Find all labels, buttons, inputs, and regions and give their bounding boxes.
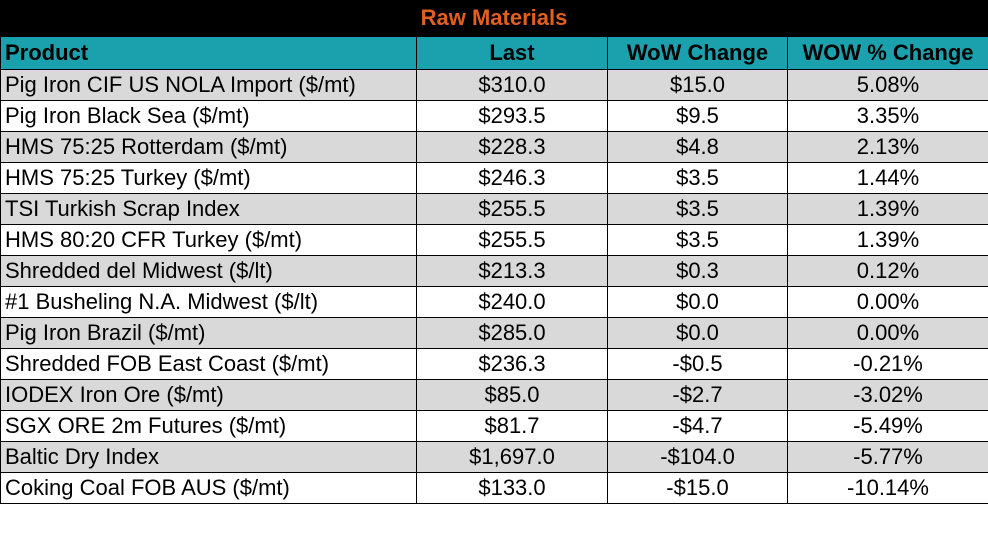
table-row: Pig Iron Black Sea ($/mt) $293.5 $9.5 3.35% bbox=[0, 100, 988, 132]
wow-change-cell: -$4.7 bbox=[607, 410, 788, 442]
table-row: Pig Iron CIF US NOLA Import ($/mt) $310.0… bbox=[0, 69, 988, 101]
wow-percent-cell: -5.77% bbox=[787, 441, 988, 473]
header-row: Product Last WoW Change WOW % Change bbox=[0, 36, 988, 70]
wow-change-cell: -$15.0 bbox=[607, 472, 788, 504]
wow-percent-cell: 0.12% bbox=[787, 255, 988, 287]
wow-percent-cell: 1.39% bbox=[787, 224, 988, 256]
product-cell: Pig Iron Brazil ($/mt) bbox=[0, 317, 417, 349]
table-row: IODEX Iron Ore ($/mt) $85.0 -$2.7 -3.02% bbox=[0, 379, 988, 411]
last-cell: $246.3 bbox=[416, 162, 608, 194]
wow-percent-cell: 5.08% bbox=[787, 69, 988, 101]
product-cell: IODEX Iron Ore ($/mt) bbox=[0, 379, 417, 411]
wow-change-cell: -$2.7 bbox=[607, 379, 788, 411]
product-cell: TSI Turkish Scrap Index bbox=[0, 193, 417, 225]
last-cell: $255.5 bbox=[416, 224, 608, 256]
wow-change-cell: $0.0 bbox=[607, 317, 788, 349]
product-cell: Shredded FOB East Coast ($/mt) bbox=[0, 348, 417, 380]
last-cell: $240.0 bbox=[416, 286, 608, 318]
last-cell: $255.5 bbox=[416, 193, 608, 225]
wow-percent-cell: 0.00% bbox=[787, 317, 988, 349]
table-row: TSI Turkish Scrap Index $255.5 $3.5 1.39% bbox=[0, 193, 988, 225]
column-header-product: Product bbox=[0, 36, 417, 70]
wow-percent-cell: 3.35% bbox=[787, 100, 988, 132]
wow-percent-cell: 2.13% bbox=[787, 131, 988, 163]
table-row: Shredded FOB East Coast ($/mt) $236.3 -$0.… bbox=[0, 348, 988, 380]
table-row: Baltic Dry Index $1,697.0 -$104.0 -5.77% bbox=[0, 441, 988, 473]
product-cell: Pig Iron CIF US NOLA Import ($/mt) bbox=[0, 69, 417, 101]
wow-change-cell: $3.5 bbox=[607, 193, 788, 225]
product-cell: #1 Busheling N.A. Midwest ($/lt) bbox=[0, 286, 417, 318]
wow-percent-cell: -0.21% bbox=[787, 348, 988, 380]
product-cell: Shredded del Midwest ($/lt) bbox=[0, 255, 417, 287]
last-cell: $81.7 bbox=[416, 410, 608, 442]
wow-percent-cell: -10.14% bbox=[787, 472, 988, 504]
last-cell: $133.0 bbox=[416, 472, 608, 504]
table-row: HMS 75:25 Rotterdam ($/mt) $228.3 $4.8 2.13… bbox=[0, 131, 988, 163]
last-cell: $293.5 bbox=[416, 100, 608, 132]
last-cell: $1,697.0 bbox=[416, 441, 608, 473]
wow-change-cell: $0.3 bbox=[607, 255, 788, 287]
wow-change-cell: $4.8 bbox=[607, 131, 788, 163]
table-row: SGX ORE 2m Futures ($/mt) $81.7 -$4.7 -5.49… bbox=[0, 410, 988, 442]
table-row: Coking Coal FOB AUS ($/mt) $133.0 -$15.0 -1… bbox=[0, 472, 988, 504]
product-cell: HMS 75:25 Rotterdam ($/mt) bbox=[0, 131, 417, 163]
wow-change-cell: -$104.0 bbox=[607, 441, 788, 473]
last-cell: $213.3 bbox=[416, 255, 608, 287]
table-row: Shredded del Midwest ($/lt) $213.3 $0.3 0.1… bbox=[0, 255, 988, 287]
last-cell: $236.3 bbox=[416, 348, 608, 380]
last-cell: $85.0 bbox=[416, 379, 608, 411]
product-cell: HMS 80:20 CFR Turkey ($/mt) bbox=[0, 224, 417, 256]
raw-materials-table: Product Last WoW Change WOW % Change Pig… bbox=[0, 36, 988, 504]
wow-percent-cell: 0.00% bbox=[787, 286, 988, 318]
wow-change-cell: $0.0 bbox=[607, 286, 788, 318]
wow-change-cell: $3.5 bbox=[607, 162, 788, 194]
product-cell: Coking Coal FOB AUS ($/mt) bbox=[0, 472, 417, 504]
last-cell: $310.0 bbox=[416, 69, 608, 101]
wow-percent-cell: -5.49% bbox=[787, 410, 988, 442]
table-body: Pig Iron CIF US NOLA Import ($/mt) $310.0… bbox=[0, 69, 988, 504]
table-row: #1 Busheling N.A. Midwest ($/lt) $240.0 $0… bbox=[0, 286, 988, 318]
wow-change-cell: $9.5 bbox=[607, 100, 788, 132]
wow-percent-cell: 1.44% bbox=[787, 162, 988, 194]
wow-percent-cell: -3.02% bbox=[787, 379, 988, 411]
product-cell: SGX ORE 2m Futures ($/mt) bbox=[0, 410, 417, 442]
column-header-last: Last bbox=[416, 36, 608, 70]
column-header-wow-change: WoW Change bbox=[607, 36, 788, 70]
product-cell: Pig Iron Black Sea ($/mt) bbox=[0, 100, 417, 132]
wow-percent-cell: 1.39% bbox=[787, 193, 988, 225]
product-cell: Baltic Dry Index bbox=[0, 441, 417, 473]
table-row: HMS 75:25 Turkey ($/mt) $246.3 $3.5 1.44% bbox=[0, 162, 988, 194]
last-cell: $285.0 bbox=[416, 317, 608, 349]
last-cell: $228.3 bbox=[416, 131, 608, 163]
column-header-wow-percent-change: WOW % Change bbox=[787, 36, 988, 70]
table-row: HMS 80:20 CFR Turkey ($/mt) $255.5 $3.5 1.3… bbox=[0, 224, 988, 256]
wow-change-cell: $3.5 bbox=[607, 224, 788, 256]
product-cell: HMS 75:25 Turkey ($/mt) bbox=[0, 162, 417, 194]
table-row: Pig Iron Brazil ($/mt) $285.0 $0.0 0.00% bbox=[0, 317, 988, 349]
wow-change-cell: $15.0 bbox=[607, 69, 788, 101]
table-title: Raw Materials bbox=[0, 0, 988, 36]
wow-change-cell: -$0.5 bbox=[607, 348, 788, 380]
